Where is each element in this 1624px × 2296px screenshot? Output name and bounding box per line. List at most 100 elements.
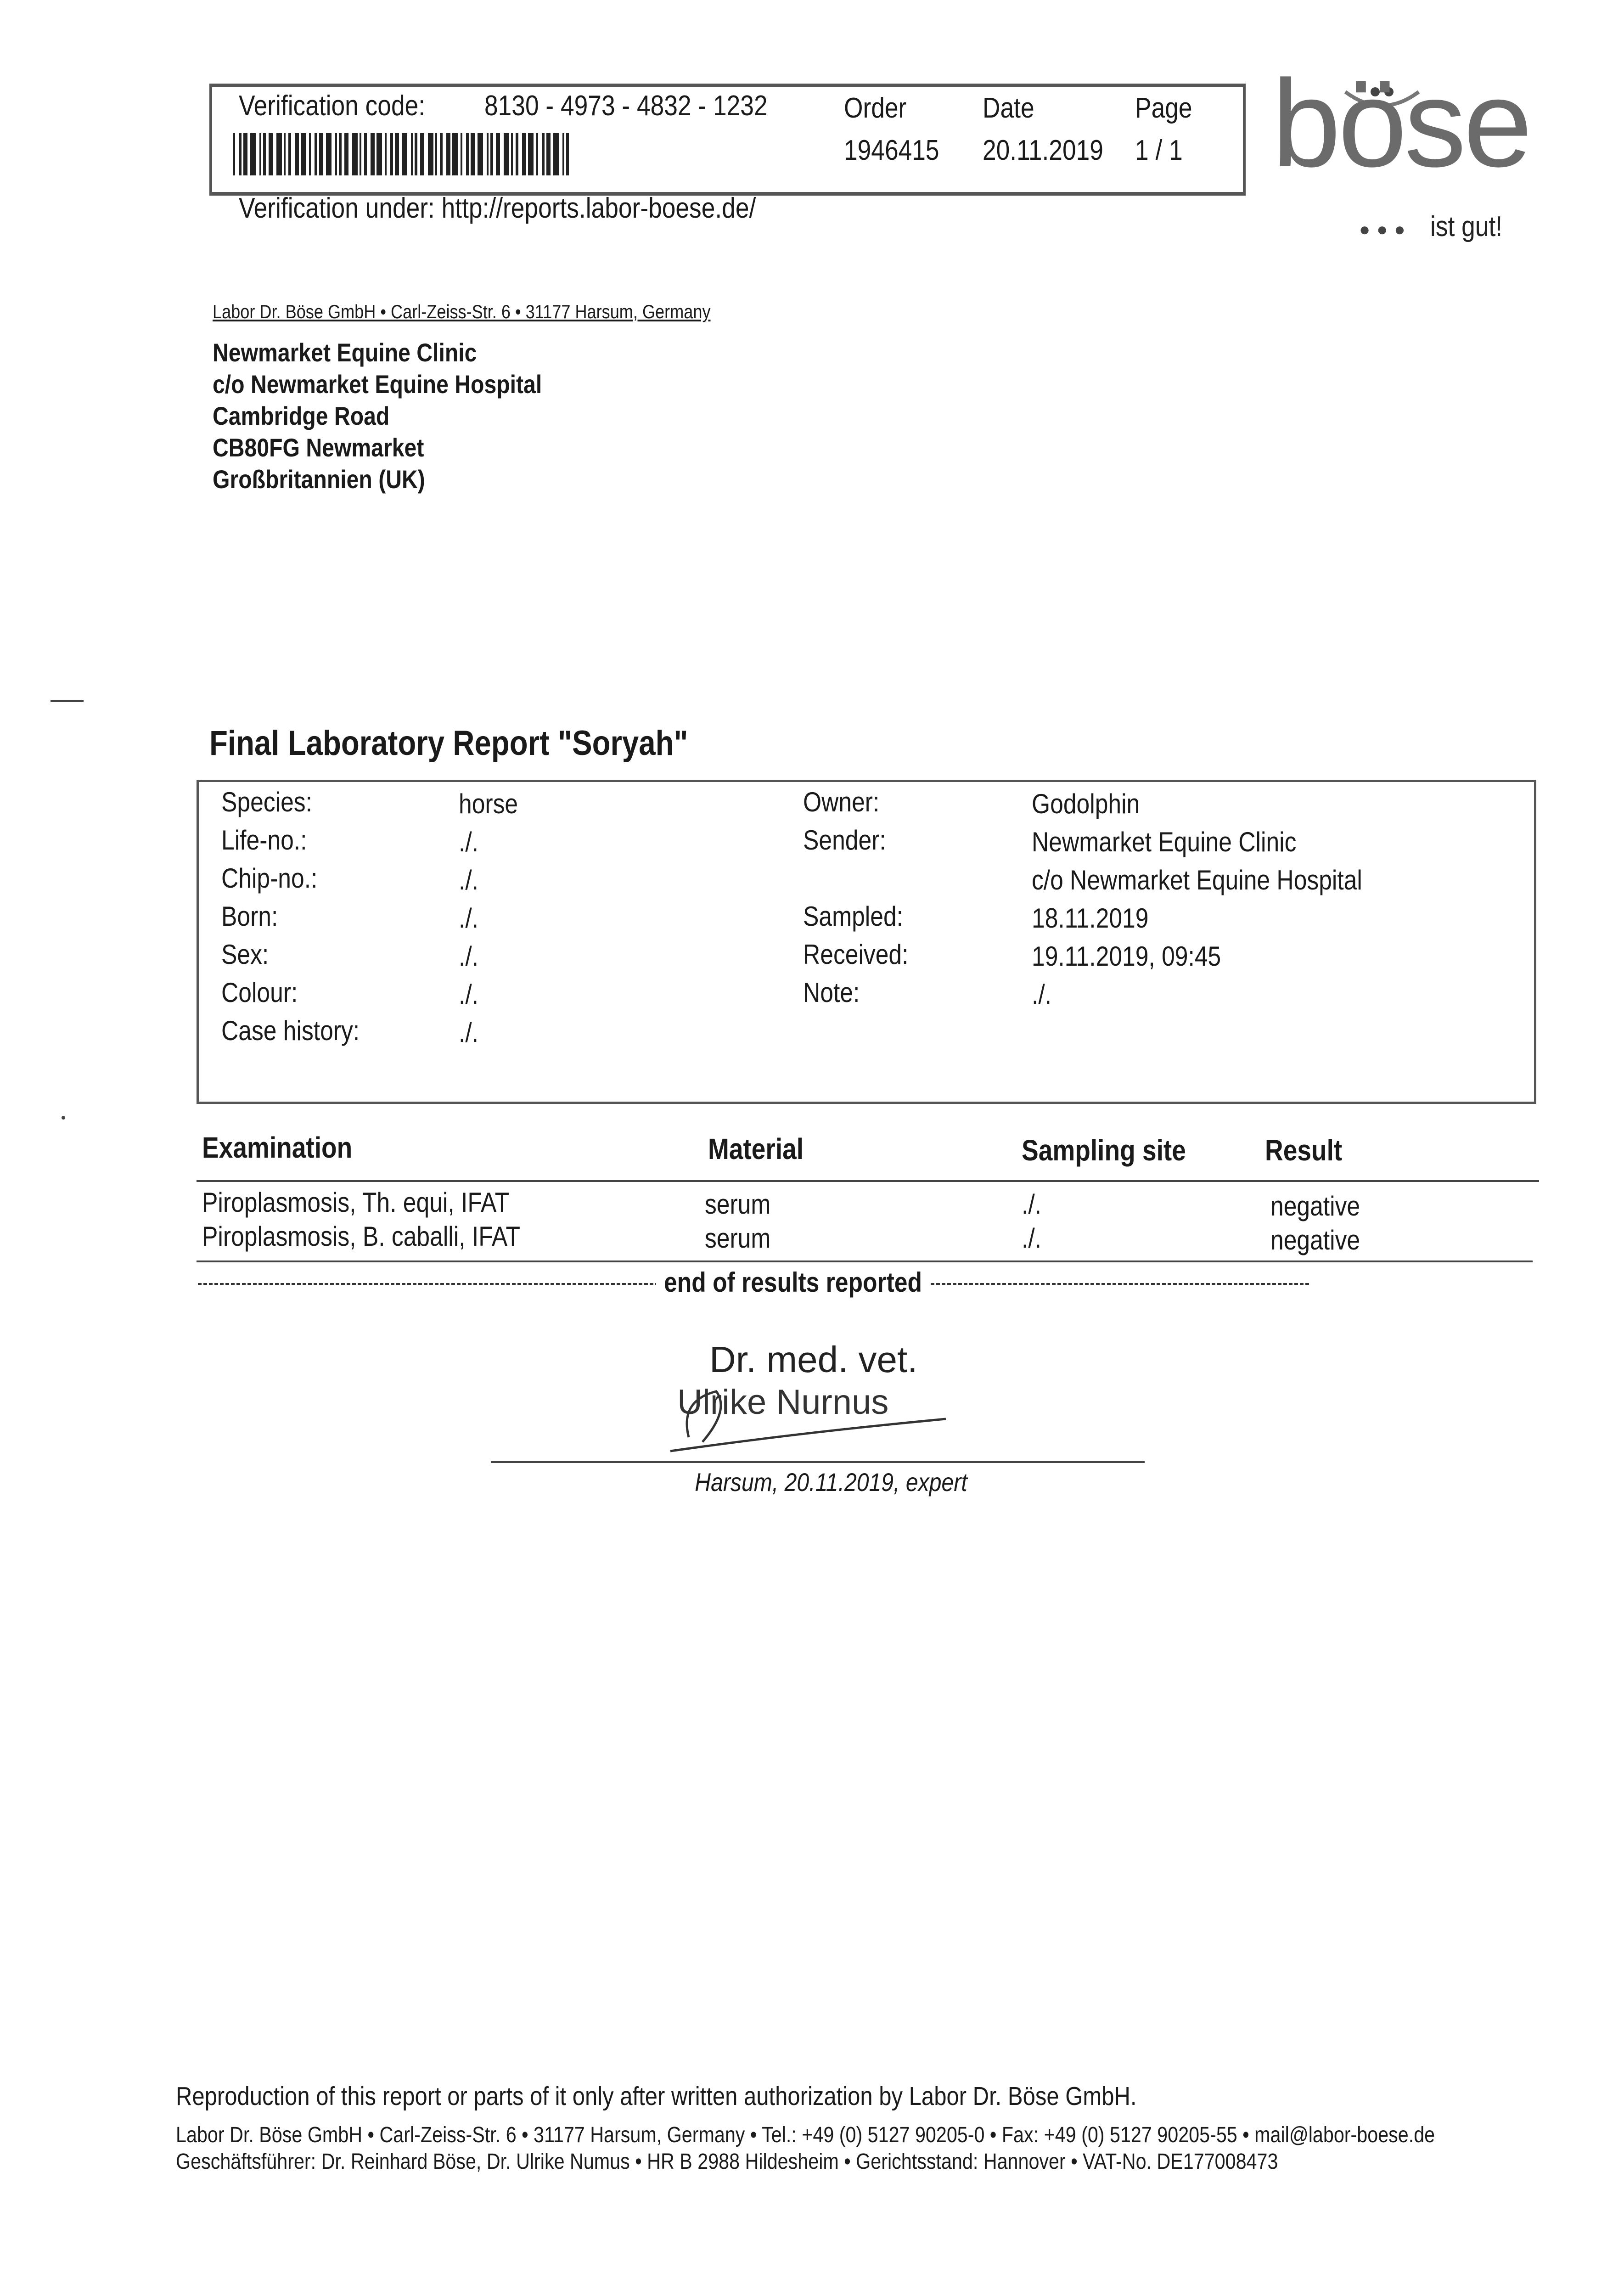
footer-address: Labor Dr. Böse GmbH • Carl-Zeiss-Str. 6 … [176, 2123, 1435, 2147]
info-value: 19.11.2019, 09:45 [1032, 941, 1221, 972]
barcode-bar [435, 133, 437, 175]
barcode-bar [243, 133, 247, 175]
barcode-bar [376, 133, 382, 175]
barcode-bar [440, 133, 443, 175]
info-label: Life-no.: [221, 825, 307, 855]
info-value: ./. [459, 827, 479, 857]
info-label: Case history: [221, 1015, 360, 1046]
info-value: ./. [459, 1017, 479, 1048]
boese-logo [1344, 87, 1420, 107]
barcode-bar [395, 133, 399, 175]
barcode-bar [250, 133, 256, 175]
barcode-bar [233, 133, 235, 175]
barcode-bar [461, 133, 462, 175]
barcode [233, 133, 571, 175]
barcode-bar [487, 133, 489, 175]
cell-material: serum [705, 1189, 771, 1220]
recipient-line: Großbritannien (UK) [213, 465, 425, 494]
barcode-bar [364, 133, 367, 175]
barcode-bar [471, 133, 475, 175]
reproduction-notice: Reproduction of this report or parts of … [176, 2082, 1137, 2111]
table-divider [197, 1261, 1533, 1262]
cell-result: negative [1270, 1225, 1360, 1255]
barcode-bar [478, 133, 483, 175]
barcode-bar [295, 133, 299, 175]
barcode-bar [371, 133, 375, 175]
logo-smile-arc [1344, 90, 1420, 107]
cell-material: serum [705, 1223, 771, 1254]
barcode-bar [263, 133, 266, 175]
info-value: c/o Newmarket Equine Hospital [1032, 865, 1362, 895]
barcode-bar [301, 133, 306, 175]
info-label: Sex: [221, 939, 269, 970]
barcode-bar [269, 133, 273, 175]
info-label: Received: [803, 939, 909, 970]
barcode-bar [504, 133, 509, 175]
verification-box [209, 84, 1246, 196]
recipient-line: Newmarket Equine Clinic [213, 338, 477, 367]
date-label: Date [983, 92, 1034, 124]
patient-info-box [197, 780, 1536, 1104]
barcode-bar [562, 133, 564, 175]
verification-url: Verification under: http://reports.labor… [239, 192, 756, 224]
logo-dots-icon: ●●● [1359, 219, 1412, 240]
recipient-line: CB80FG Newmarket [213, 433, 424, 462]
barcode-bar [415, 133, 417, 175]
barcode-bar [496, 133, 500, 175]
col-header-result: Result [1265, 1134, 1343, 1167]
recipient-line: c/o Newmarket Equine Hospital [213, 370, 542, 399]
cell-examination: Piroplasmosis, Th. equi, IFAT [202, 1187, 510, 1218]
barcode-bar [446, 133, 450, 175]
barcode-bar [528, 133, 534, 175]
cell-sampling-site: ./. [1022, 1223, 1042, 1254]
info-value: ./. [1032, 979, 1052, 1010]
info-label: Sampled: [803, 901, 903, 932]
barcode-bar [276, 133, 282, 175]
barcode-bar [335, 133, 337, 175]
end-of-results: end of results reported [656, 1266, 930, 1298]
handwritten-signature [670, 1390, 946, 1452]
recipient-line: Cambridge Road [213, 401, 390, 430]
barcode-bar [542, 133, 545, 175]
barcode-bar [402, 133, 407, 175]
barcode-bar [315, 133, 317, 175]
signature-title: Dr. med. vet. [709, 1339, 918, 1380]
barcode-bar [452, 133, 458, 175]
barcode-bar [259, 133, 261, 175]
barcode-bar [288, 133, 291, 175]
info-label: Chip-no.: [221, 863, 318, 894]
barcode-bar [553, 133, 559, 175]
info-value: ./. [459, 865, 479, 895]
barcode-bar [352, 133, 358, 175]
barcode-bar [360, 133, 361, 175]
barcode-bar [239, 133, 242, 175]
col-header-material: Material [708, 1132, 804, 1165]
cell-examination: Piroplasmosis, B. caballi, IFAT [202, 1221, 520, 1252]
col-header-sampling-site: Sampling site [1022, 1134, 1186, 1167]
logo-tagline: ist gut! [1430, 211, 1503, 242]
barcode-bar [411, 133, 413, 175]
logo-text: böse [1272, 55, 1532, 193]
page-value: 1 / 1 [1135, 135, 1183, 166]
signature-caption: Harsum, 20.11.2019, expert [695, 1468, 967, 1497]
date-value: 20.11.2019 [983, 135, 1103, 166]
barcode-bar [516, 133, 518, 175]
barcode-bar [339, 133, 342, 175]
sender-line: Labor Dr. Böse GmbH • Carl-Zeiss-Str. 6 … [213, 301, 711, 322]
info-label: Colour: [221, 977, 298, 1008]
barcode-bar [344, 133, 348, 175]
cell-result: negative [1270, 1191, 1360, 1221]
info-value: ./. [459, 941, 479, 972]
col-header-examination: Examination [202, 1131, 353, 1164]
info-value: ./. [459, 979, 479, 1010]
signature-line [491, 1461, 1145, 1463]
verification-label: Verification code: [239, 90, 426, 122]
info-value: horse [459, 788, 518, 819]
barcode-bar [566, 133, 569, 175]
info-label: Born: [221, 901, 278, 932]
order-label: Order [844, 92, 907, 124]
barcode-bar [428, 133, 433, 175]
signature-name: Ulrike Nurnus [677, 1383, 889, 1422]
barcode-bar [466, 133, 469, 175]
info-value: 18.11.2019 [1032, 903, 1149, 934]
